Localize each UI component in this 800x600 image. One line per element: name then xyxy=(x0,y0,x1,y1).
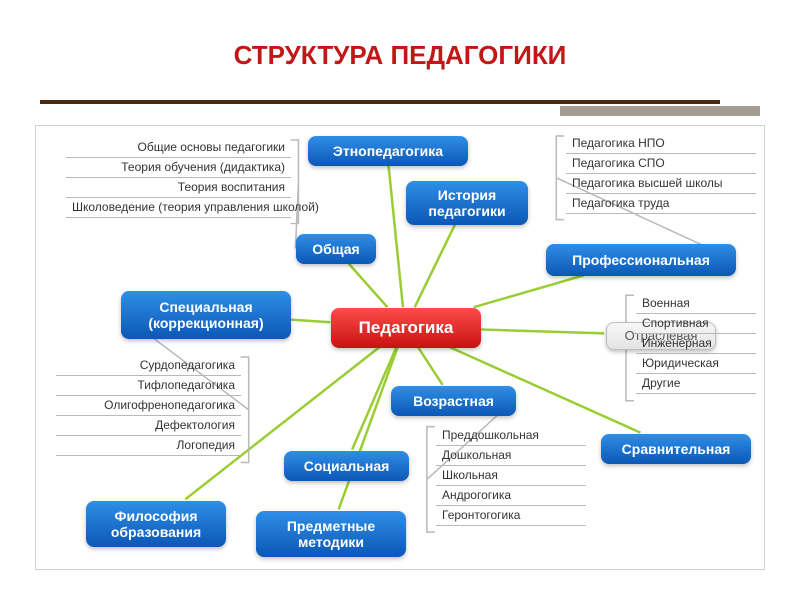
divider-short xyxy=(560,106,760,116)
leaf-item: Олигофренопедагогика xyxy=(56,396,241,416)
node-professional: Профессиональная xyxy=(546,244,736,276)
leaf-connector-general xyxy=(290,140,298,249)
leaf-item: Педагогика труда xyxy=(566,194,756,214)
leaf-group-special: СурдопедагогикаТифлопедагогикаОлигофрено… xyxy=(56,356,241,456)
leaf-item: Юридическая xyxy=(636,354,756,374)
edge-pedagogy-subject xyxy=(339,347,398,509)
leaf-item: Другие xyxy=(636,374,756,394)
node-philosophy: Философия образования xyxy=(86,501,226,547)
node-comparative: Сравнительная xyxy=(601,434,751,464)
leaf-item: Спортивная xyxy=(636,314,756,334)
leaf-item: Общие основы педагогики xyxy=(66,138,291,158)
divider-long xyxy=(40,100,720,104)
leaf-group-industry: ВоеннаяСпортивнаяИнженернаяЮридическаяДр… xyxy=(636,294,756,394)
node-ethno: Этнопедагогика xyxy=(308,136,468,166)
leaf-item: Теория воспитания xyxy=(66,178,291,198)
leaf-group-general: Общие основы педагогикиТеория обучения (… xyxy=(66,138,291,218)
diagram-area: Педагогика Этнопедагогика История педагоги… xyxy=(35,125,765,570)
edge-pedagogy-social xyxy=(352,347,396,450)
leaf-item: Геронтогогика xyxy=(436,506,586,526)
leaf-item: Педагогика высшей школы xyxy=(566,174,756,194)
edge-pedagogy-industry xyxy=(480,329,604,333)
page-title: СТРУКТУРА ПЕДАГОГИКИ xyxy=(0,40,800,71)
leaf-item: Теория обучения (дидактика) xyxy=(66,158,291,178)
leaf-item: Школоведение (теория управления школой) xyxy=(66,198,291,218)
node-special: Специальная (коррекционная) xyxy=(121,291,291,339)
leaf-item: Школьная xyxy=(436,466,586,486)
edge-pedagogy-history xyxy=(415,225,455,308)
edge-pedagogy-professional xyxy=(474,275,584,307)
leaf-item: Сурдопедагогика xyxy=(56,356,241,376)
node-subject: Предметные методики xyxy=(256,511,406,557)
leaf-item: Тифлопедагогика xyxy=(56,376,241,396)
leaf-item: Андрогогика xyxy=(436,486,586,506)
leaf-item: Преддошкольная xyxy=(436,426,586,446)
node-social: Социальная xyxy=(284,451,409,481)
edge-pedagogy-general xyxy=(349,263,388,307)
leaf-group-professional: Педагогика НПОПедагогика СПОПедагогика в… xyxy=(566,134,756,214)
node-pedagogy: Педагогика xyxy=(331,308,481,348)
edge-pedagogy-ethno xyxy=(389,166,403,307)
node-history: История педагогики xyxy=(406,181,528,225)
leaf-item: Логопедия xyxy=(56,436,241,456)
leaf-item: Военная xyxy=(636,294,756,314)
node-age: Возрастная xyxy=(391,386,516,416)
edge-pedagogy-special xyxy=(290,320,330,323)
leaf-item: Дошкольная xyxy=(436,446,586,466)
leaf-item: Дефектология xyxy=(56,416,241,436)
edge-pedagogy-age xyxy=(418,347,443,385)
leaf-item: Инженерная xyxy=(636,334,756,354)
node-general: Общая xyxy=(296,234,376,264)
leaf-group-age: ПреддошкольнаяДошкольнаяШкольнаяАндрогог… xyxy=(436,426,586,526)
leaf-item: Педагогика НПО xyxy=(566,134,756,154)
leaf-item: Педагогика СПО xyxy=(566,154,756,174)
